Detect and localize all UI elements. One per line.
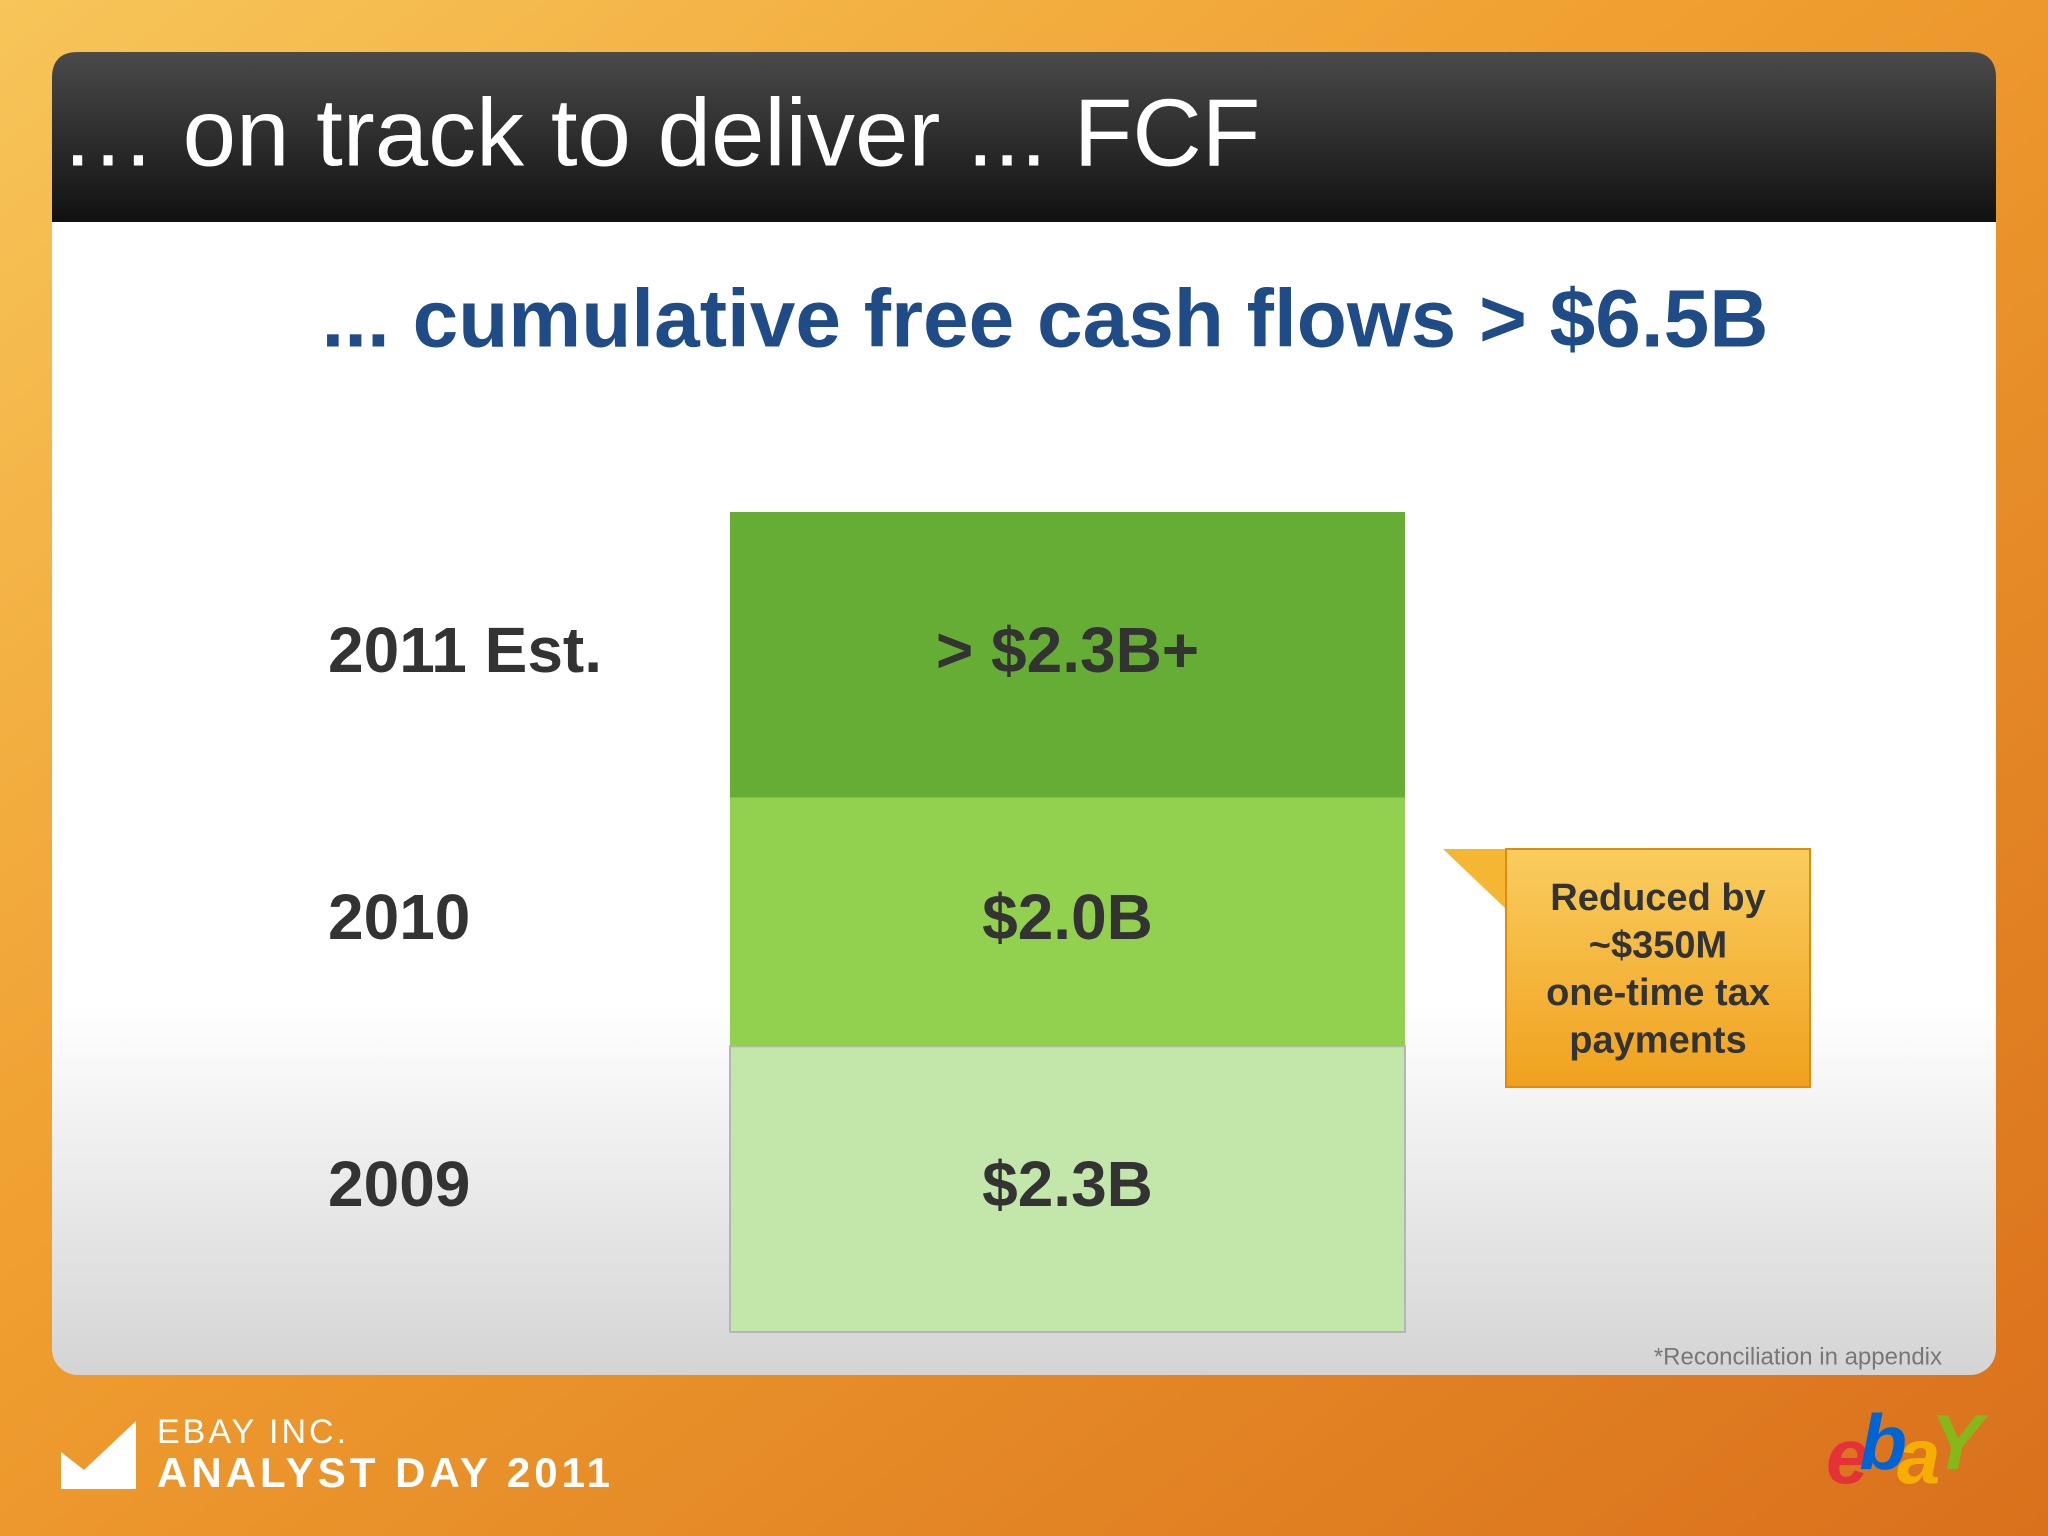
subtitle: ... cumulative free cash flows > $6.5B [321,274,1768,365]
chart: $2.3B 2009 $2.0B 2010 > $2.3B+ 2011 Est. Reduc… [328,512,1811,1333]
footer-event: ANALYST DAY 2011 [157,1449,614,1496]
callout-box [1505,848,1811,1088]
logo: ebaY [1826,1398,1988,1500]
bar-segment [729,1045,1406,1333]
callout-text: one-time tax [1546,972,1770,1014]
footnote: *Reconciliation in appendix [1654,1343,1942,1370]
footer-icon [61,1421,136,1489]
slide-title: … on track to deliver ... FCF [60,79,1260,186]
bar-segment [730,512,1405,798]
header-band [52,52,1996,222]
value-label: $2.3B [982,1148,1153,1220]
callout-text: ~$350M [1589,925,1727,967]
value-label: $2.0B [982,881,1153,953]
callout-text: payments [1569,1020,1746,1062]
footer-company: EBAY INC. [157,1413,349,1451]
bar-segment [730,797,1405,1047]
value-label: > $2.3B+ [936,614,1199,686]
series-label: 2011 Est. [328,614,602,686]
series-label: 2010 [328,881,470,953]
series-label: 2009 [328,1148,470,1220]
callout-text: Reduced by [1550,877,1765,919]
